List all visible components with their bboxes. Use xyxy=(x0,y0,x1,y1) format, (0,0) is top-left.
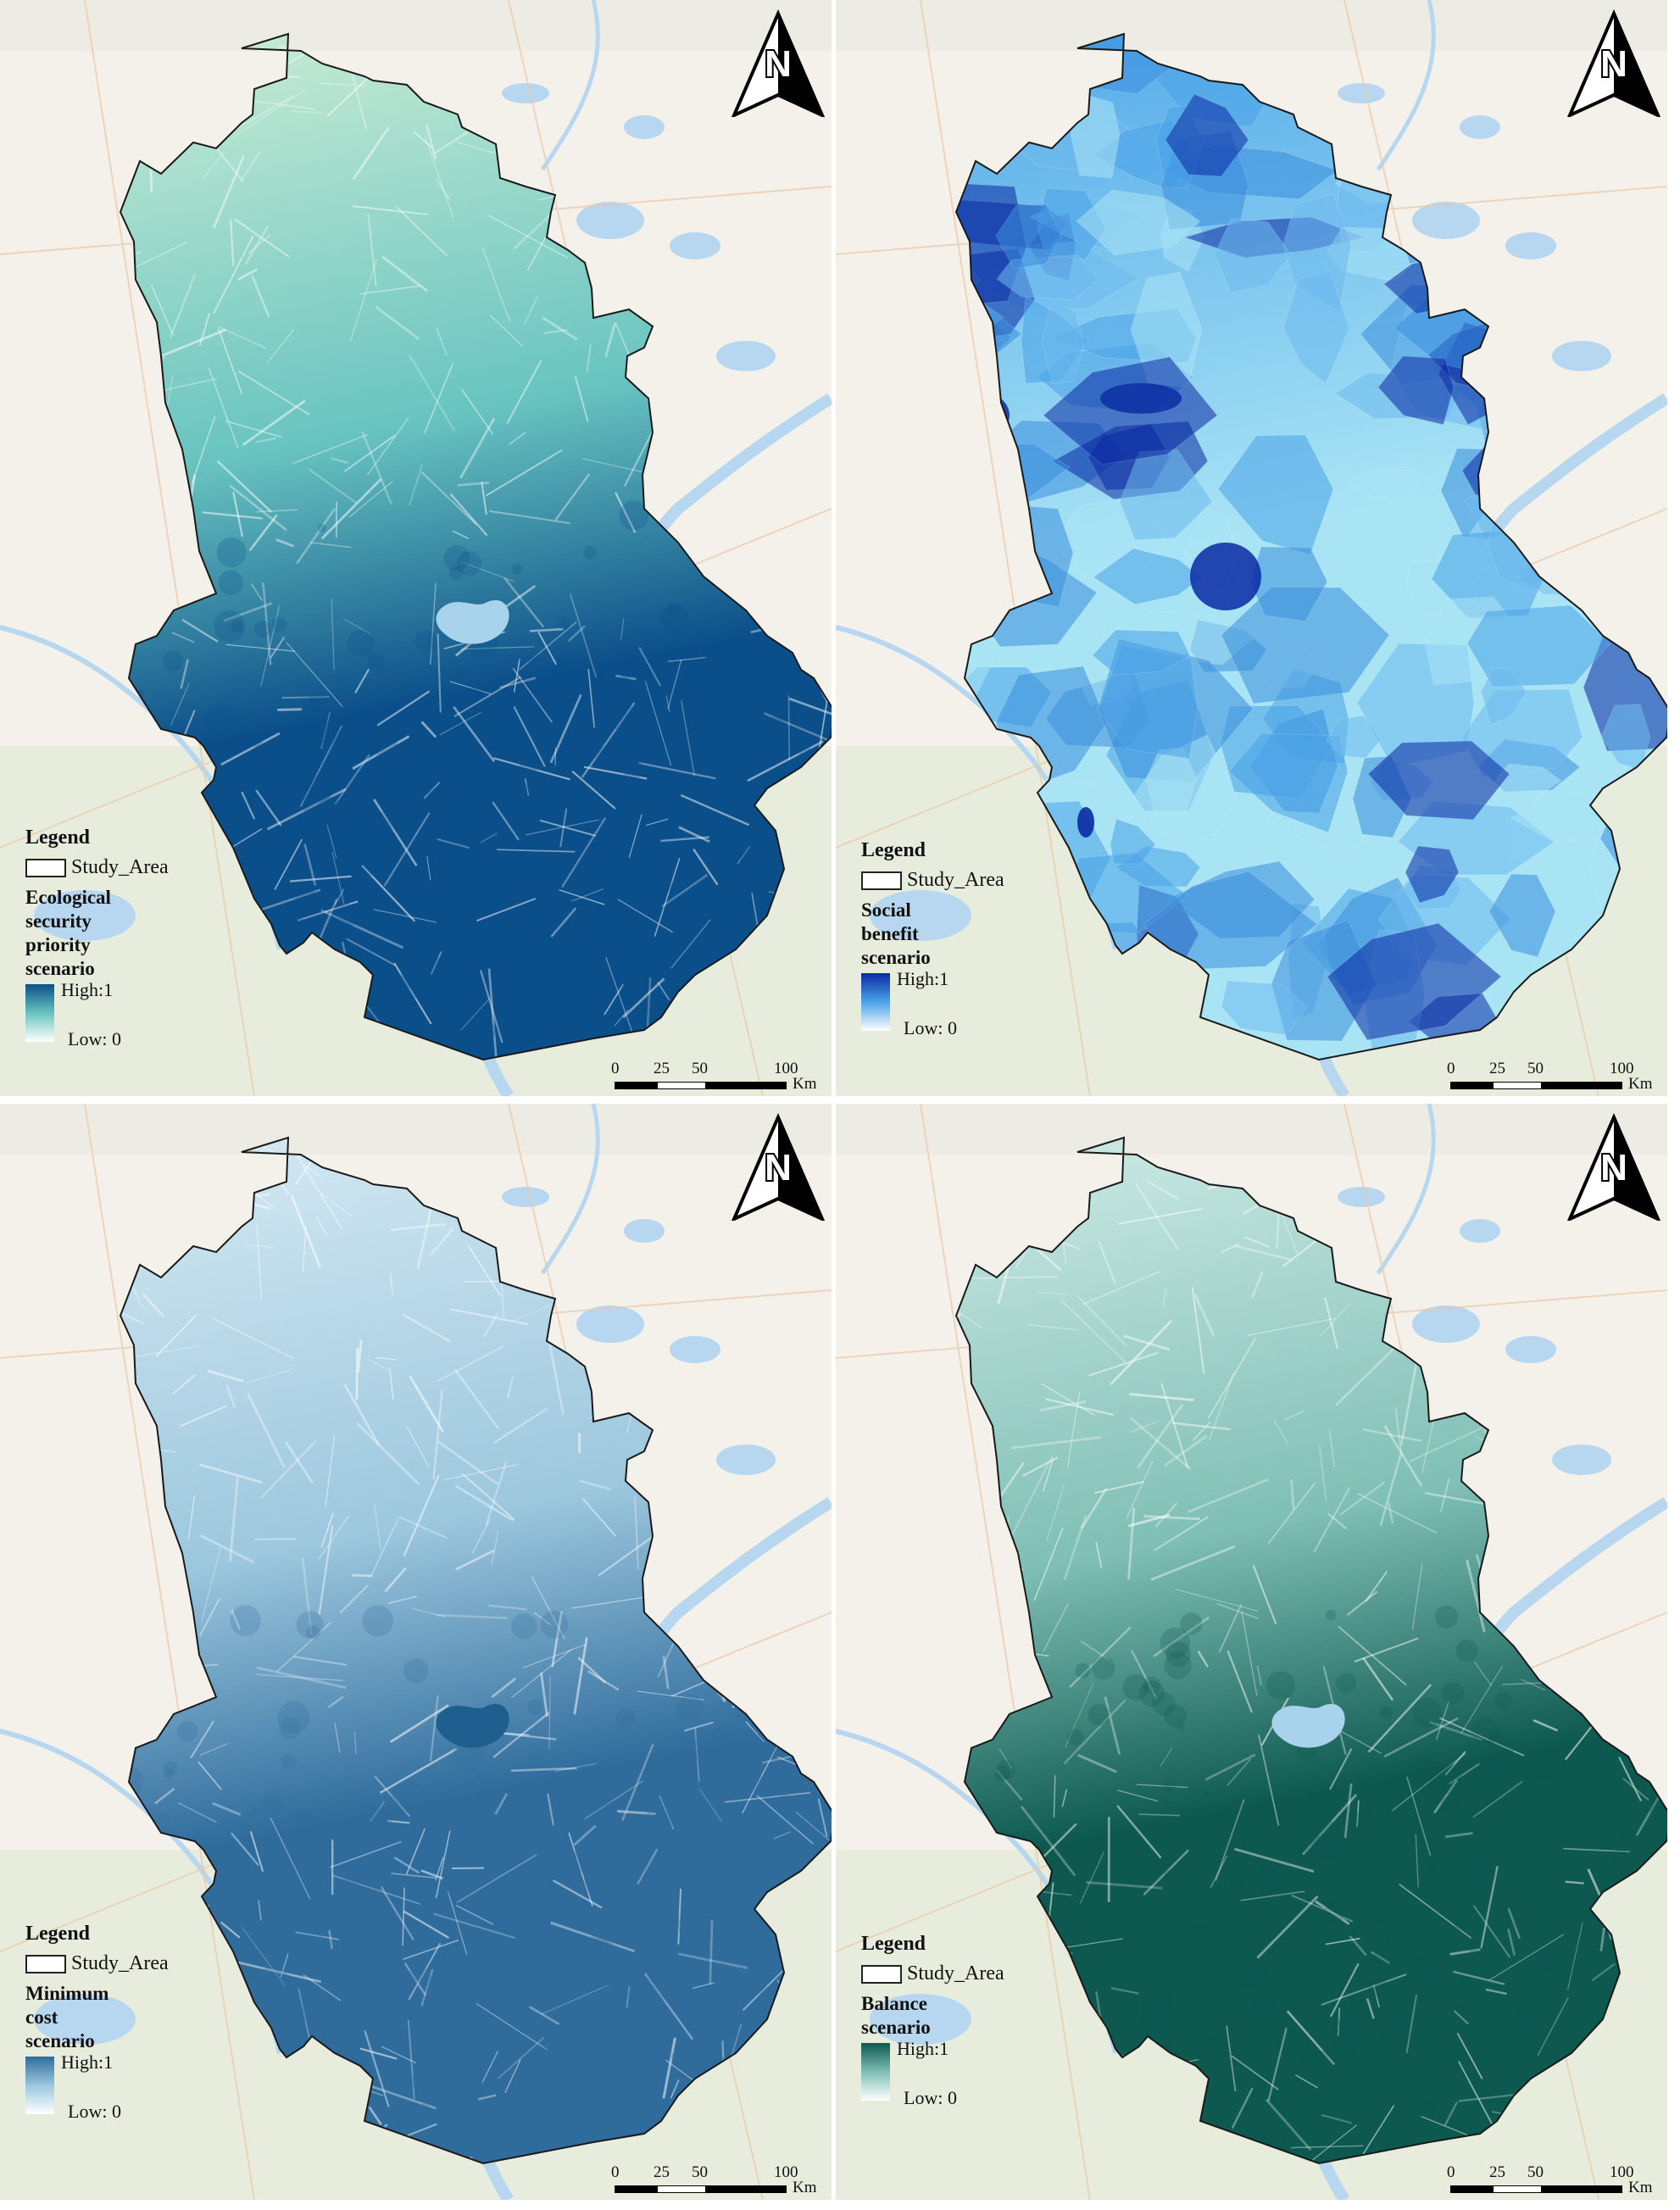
scale-tick-label: 25 xyxy=(1489,2163,1505,2181)
scale-tick-label: 0 xyxy=(611,2163,620,2181)
scale-bar: 0 25 50 100 Km xyxy=(1447,1060,1662,1094)
legend-high-label: High:1 xyxy=(897,968,949,989)
legend-title: Legend xyxy=(861,839,926,861)
legend-title: Legend xyxy=(861,1933,926,1955)
study-area-swatch xyxy=(25,858,66,877)
scale-tick-label: 50 xyxy=(1527,2163,1544,2181)
study-area-boundary xyxy=(119,1136,832,2165)
color-ramp xyxy=(861,973,890,1031)
study-area-boundary xyxy=(119,32,832,1061)
north-arrow-icon: N xyxy=(1566,1112,1661,1221)
scale-bar: 0 25 50 100 Km xyxy=(1447,2163,1662,2197)
scale-unit: Km xyxy=(1628,2179,1653,2196)
scale-tick-label: 100 xyxy=(1610,2163,1634,2181)
legend-low-label: Low: 0 xyxy=(68,1028,121,1049)
scale-tick-label: 25 xyxy=(1489,1060,1505,1077)
scale-segment xyxy=(1542,1082,1622,1089)
north-arrow-letter: N xyxy=(1600,1147,1627,1189)
scale-tick-label: 0 xyxy=(1447,2163,1455,2181)
north-arrow-letter: N xyxy=(765,43,792,85)
map-panel-balance: N Legend Study_Area Balance scenario High:1 Lo… xyxy=(836,1104,1667,2200)
legend-title: Legend xyxy=(25,1923,91,1945)
study-area-label: Study_Area xyxy=(71,856,169,878)
north-arrow-icon: N xyxy=(1566,8,1661,117)
legend-low-label: Low: 0 xyxy=(904,1017,957,1038)
legend-low-label: Low: 0 xyxy=(68,2101,121,2122)
map-canvas xyxy=(836,1104,1667,2200)
scale-unit: Km xyxy=(793,1075,817,1093)
scale-bar: 0 25 50 100 Km xyxy=(611,1060,826,1094)
legend-high-label: High:1 xyxy=(897,2038,949,2059)
color-ramp xyxy=(25,984,54,1042)
color-ramp xyxy=(861,2043,890,2101)
scenario-label: Minimum cost scenario xyxy=(25,1983,109,2051)
study-area-boundary xyxy=(954,32,1667,1061)
scale-segment xyxy=(706,1082,787,1089)
scale-tick-label: 0 xyxy=(611,1060,620,1077)
color-ramp xyxy=(25,2057,54,2114)
legend-high-label: High:1 xyxy=(61,979,114,1000)
scale-segment xyxy=(615,1082,657,1089)
scale-tick-label: 0 xyxy=(1447,1060,1455,1077)
study-area-swatch xyxy=(861,1964,902,1984)
scale-tick-label: 100 xyxy=(774,1060,798,1077)
north-arrow-icon: N xyxy=(731,8,826,117)
legend-low-label: Low: 0 xyxy=(904,2087,957,2108)
scale-segment xyxy=(1450,2185,1493,2193)
scale-tick-label: 100 xyxy=(1610,1060,1634,1077)
scale-tick-label: 100 xyxy=(774,2163,798,2181)
legend: Legend Study_Area Ecological security priori… xyxy=(25,827,169,1049)
scale-tick-label: 50 xyxy=(692,2163,708,2181)
study-area-label: Study_Area xyxy=(907,1962,1004,1985)
scenario-label: Social benefit scenario xyxy=(861,899,931,968)
scale-tick-label: 25 xyxy=(654,1060,670,1077)
study-area-swatch xyxy=(861,871,902,890)
scale-unit: Km xyxy=(1628,1075,1653,1093)
scale-segment xyxy=(1493,2185,1542,2193)
legend: Legend Study_Area Balance scenario High:1 Low… xyxy=(861,1933,1004,2108)
map-canvas xyxy=(0,0,832,1096)
legend: Legend Study_Area Social benefit scenario Hig… xyxy=(861,839,1004,1038)
north-arrow-letter: N xyxy=(1600,43,1627,85)
map-panel-minimum-cost: N Legend Study_Area Minimum cost scenario High… xyxy=(0,1104,832,2200)
legend: Legend Study_Area Minimum cost scenario High:… xyxy=(25,1923,169,2122)
scale-segment xyxy=(615,2185,657,2193)
map-panel-ecological: N Legend Study_Area Ecological security prior… xyxy=(0,0,832,1096)
scale-unit: Km xyxy=(793,2179,817,2196)
scale-tick-label: 50 xyxy=(1527,1060,1544,1077)
study-area-swatch xyxy=(25,1954,66,1973)
scale-segment xyxy=(1542,2185,1622,2193)
study-area-label: Study_Area xyxy=(907,869,1004,891)
north-arrow-letter: N xyxy=(765,1147,792,1189)
scale-bar: 0 25 50 100 Km xyxy=(611,2163,826,2197)
scale-tick-label: 50 xyxy=(692,1060,708,1077)
study-area-label: Study_Area xyxy=(71,1952,169,1974)
scenario-label: Balance scenario xyxy=(861,1993,931,2038)
study-area-boundary xyxy=(954,1136,1667,2165)
map-panel-social: N Legend Study_Area Social benefit scenario Hi… xyxy=(836,0,1667,1096)
scale-segment xyxy=(1493,1082,1542,1089)
scale-segment xyxy=(657,2185,706,2193)
scale-tick-label: 25 xyxy=(654,2163,670,2181)
scale-segment xyxy=(706,2185,787,2193)
legend-title: Legend xyxy=(25,827,91,849)
legend-high-label: High:1 xyxy=(61,2051,114,2073)
map-canvas xyxy=(0,1104,832,2200)
map-canvas xyxy=(836,0,1667,1096)
scale-segment xyxy=(1450,1082,1493,1089)
north-arrow-icon: N xyxy=(731,1112,826,1221)
scale-segment xyxy=(657,1082,706,1089)
scenario-label: Ecological security priority scenario xyxy=(25,887,111,979)
